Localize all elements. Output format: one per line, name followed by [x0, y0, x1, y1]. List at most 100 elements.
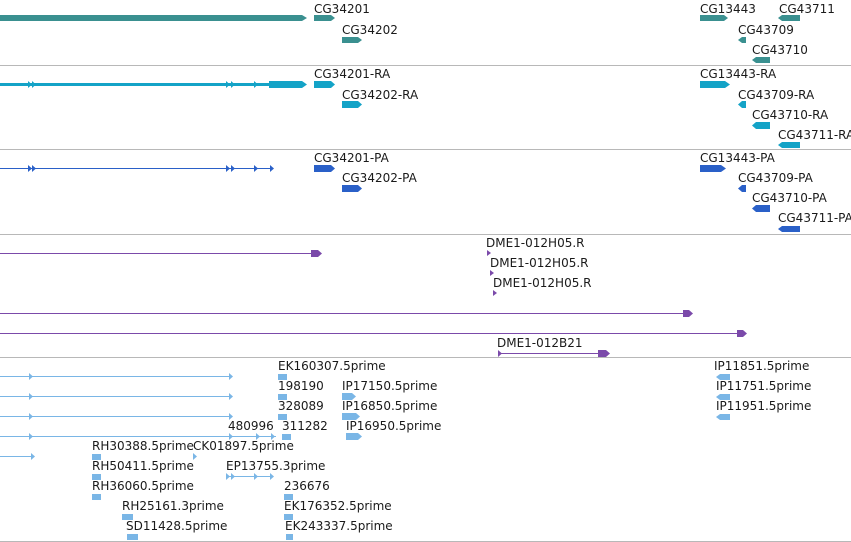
protein-glyph[interactable]: [342, 185, 362, 192]
cdna-read[interactable]: [286, 534, 293, 540]
cdna-label[interactable]: EK176352.5prime: [284, 499, 392, 513]
transcript-glyph[interactable]: [0, 83, 270, 86]
exon-arrow: [254, 165, 258, 172]
cdna-read[interactable]: [122, 514, 133, 520]
cdna-read[interactable]: [92, 474, 101, 480]
cdna-label[interactable]: IP11951.5prime: [716, 399, 811, 413]
cdna-read[interactable]: [346, 433, 362, 440]
protein-glyph[interactable]: [738, 185, 746, 192]
transcript-label[interactable]: CG43711-RA: [778, 128, 851, 142]
cdna-label[interactable]: IP16950.5prime: [346, 419, 441, 433]
gene-glyph[interactable]: [342, 37, 362, 43]
exon-arrow: [29, 393, 33, 400]
transcript-glyph[interactable]: [700, 81, 730, 88]
cdna-label[interactable]: IP11751.5prime: [716, 379, 811, 393]
protein-label[interactable]: CG34202-PA: [342, 171, 418, 185]
est-label[interactable]: DME1-012H05.R: [486, 236, 585, 250]
cdna-read[interactable]: [127, 534, 138, 540]
exon-arrow: [254, 473, 258, 480]
cdna-label[interactable]: EK243337.5prime: [285, 519, 393, 533]
gene-glyph[interactable]: [314, 15, 335, 21]
cdna-read[interactable]: [342, 413, 360, 420]
est-label[interactable]: DME1-012B21: [497, 336, 583, 350]
protein-glyph[interactable]: [700, 165, 726, 172]
transcript-track-canvas: CG34201-RA CG34202-RA CG13443-RA CG43709…: [0, 67, 851, 148]
protein-track: CG34201-PA CG34202-PA CG13443-PA CG43709…: [0, 150, 851, 235]
transcript-glyph[interactable]: [778, 142, 800, 148]
protein-label[interactable]: CG43709-PA: [738, 171, 814, 185]
transcript-glyph[interactable]: [752, 122, 770, 129]
cdna-read[interactable]: [716, 374, 730, 380]
cdna-label[interactable]: IP11851.5prime: [714, 359, 809, 373]
transcript-label[interactable]: CG13443-RA: [700, 67, 777, 81]
transcript-label[interactable]: CG34201-RA: [314, 67, 391, 81]
exon-block: [683, 310, 693, 317]
transcript-glyph[interactable]: [342, 101, 362, 108]
transcript-label[interactable]: CG34202-RA: [342, 88, 419, 102]
gene-glyph[interactable]: [700, 15, 728, 21]
cdna-read[interactable]: [716, 394, 730, 400]
gene-glyph[interactable]: [0, 15, 307, 21]
est-label[interactable]: DME1-012H05.R: [493, 276, 592, 290]
cdna-read[interactable]: [92, 494, 101, 500]
gene-label[interactable]: CG43711: [779, 2, 835, 16]
exon-arrow: [254, 81, 258, 88]
cdna-read[interactable]: [282, 434, 291, 440]
cdna-label[interactable]: CK01897.5prime: [193, 439, 294, 453]
exon-arrow: [231, 165, 235, 172]
protein-label[interactable]: CG13443-PA: [700, 151, 776, 165]
gene-label[interactable]: CG43710: [752, 43, 808, 57]
gene-label[interactable]: CG43709: [738, 23, 794, 37]
cdna-label[interactable]: EK160307.5prime: [278, 359, 386, 373]
protein-glyph[interactable]: [752, 205, 770, 212]
gene-label[interactable]: CG34201: [314, 2, 370, 16]
cdna-label[interactable]: SD11428.5prime: [126, 519, 227, 533]
cdna-read[interactable]: [284, 514, 293, 520]
protein-label[interactable]: CG43710-PA: [752, 191, 828, 205]
cdna-read[interactable]: [193, 453, 197, 460]
cdna-label[interactable]: RH25161.3prime: [122, 499, 224, 513]
cdna-label[interactable]: 311282: [282, 419, 328, 433]
protein-label[interactable]: CG34201-PA: [314, 151, 390, 165]
protein-glyph[interactable]: [778, 226, 800, 232]
cdna-label[interactable]: RH36060.5prime: [92, 479, 194, 493]
cdna-label[interactable]: 480996: [228, 419, 274, 433]
cdna-read[interactable]: [342, 393, 356, 400]
exon-arrow: [270, 473, 274, 480]
cdna-label[interactable]: IP17150.5prime: [342, 379, 437, 393]
cdna-label[interactable]: EP13755.3prime: [226, 459, 325, 473]
exon-block[interactable]: [269, 81, 307, 88]
protein-glyph[interactable]: [314, 165, 335, 172]
gene-glyph[interactable]: [752, 57, 770, 63]
cdna-read[interactable]: [278, 394, 287, 400]
protein-label[interactable]: CG43711-PA: [778, 211, 851, 225]
cdna-read[interactable]: [278, 374, 287, 380]
cdna-label[interactable]: RH50411.5prime: [92, 459, 194, 473]
transcript-glyph[interactable]: [738, 101, 746, 108]
exon-arrow: [493, 290, 497, 296]
cdna-label[interactable]: 328089: [278, 399, 324, 413]
gene-glyph[interactable]: [778, 15, 800, 21]
exon-arrow: [226, 165, 230, 172]
gene-glyph[interactable]: [738, 37, 746, 43]
gene-label[interactable]: CG13443: [700, 2, 756, 16]
cdna-label[interactable]: 198190: [278, 379, 324, 393]
transcript-label[interactable]: CG43710-RA: [752, 108, 829, 122]
transcript-glyph[interactable]: [314, 81, 335, 88]
exon-arrow: [29, 433, 33, 440]
cdna-label[interactable]: RH30388.5prime: [92, 439, 194, 453]
cdna-label[interactable]: IP16850.5prime: [342, 399, 437, 413]
est-label[interactable]: DME1-012H05.R: [490, 256, 589, 270]
cdna-read[interactable]: [716, 414, 730, 420]
cdna-read[interactable]: [92, 454, 101, 460]
exon-arrow: [270, 165, 274, 172]
cdna-read[interactable]: [278, 414, 287, 420]
cdna-label[interactable]: 236676: [284, 479, 330, 493]
gene-label[interactable]: CG34202: [342, 23, 398, 37]
est-track: DME1-012H05.R DME1-012H05.R DME1-012H05.…: [0, 235, 851, 358]
gene-track-canvas: CG34201 CG34202 CG13443 CG43711 CG43709 …: [0, 2, 835, 63]
protein-glyph[interactable]: [0, 168, 272, 169]
cdna-read[interactable]: [284, 494, 293, 500]
transcript-label[interactable]: CG43709-RA: [738, 88, 815, 102]
exon-arrow: [498, 350, 502, 357]
